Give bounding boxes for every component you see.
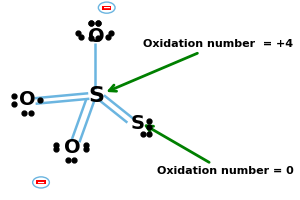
Text: S: S (88, 86, 104, 106)
Text: O: O (88, 27, 105, 46)
Text: S: S (131, 114, 145, 133)
Text: Oxidation number  = +4: Oxidation number = +4 (109, 39, 293, 91)
Text: O: O (19, 90, 36, 109)
Text: −: − (103, 3, 111, 13)
Text: −: − (37, 177, 45, 187)
Text: O: O (64, 138, 81, 157)
FancyBboxPatch shape (102, 6, 112, 10)
Text: Oxidation number = 0: Oxidation number = 0 (146, 126, 293, 176)
FancyBboxPatch shape (36, 180, 46, 184)
